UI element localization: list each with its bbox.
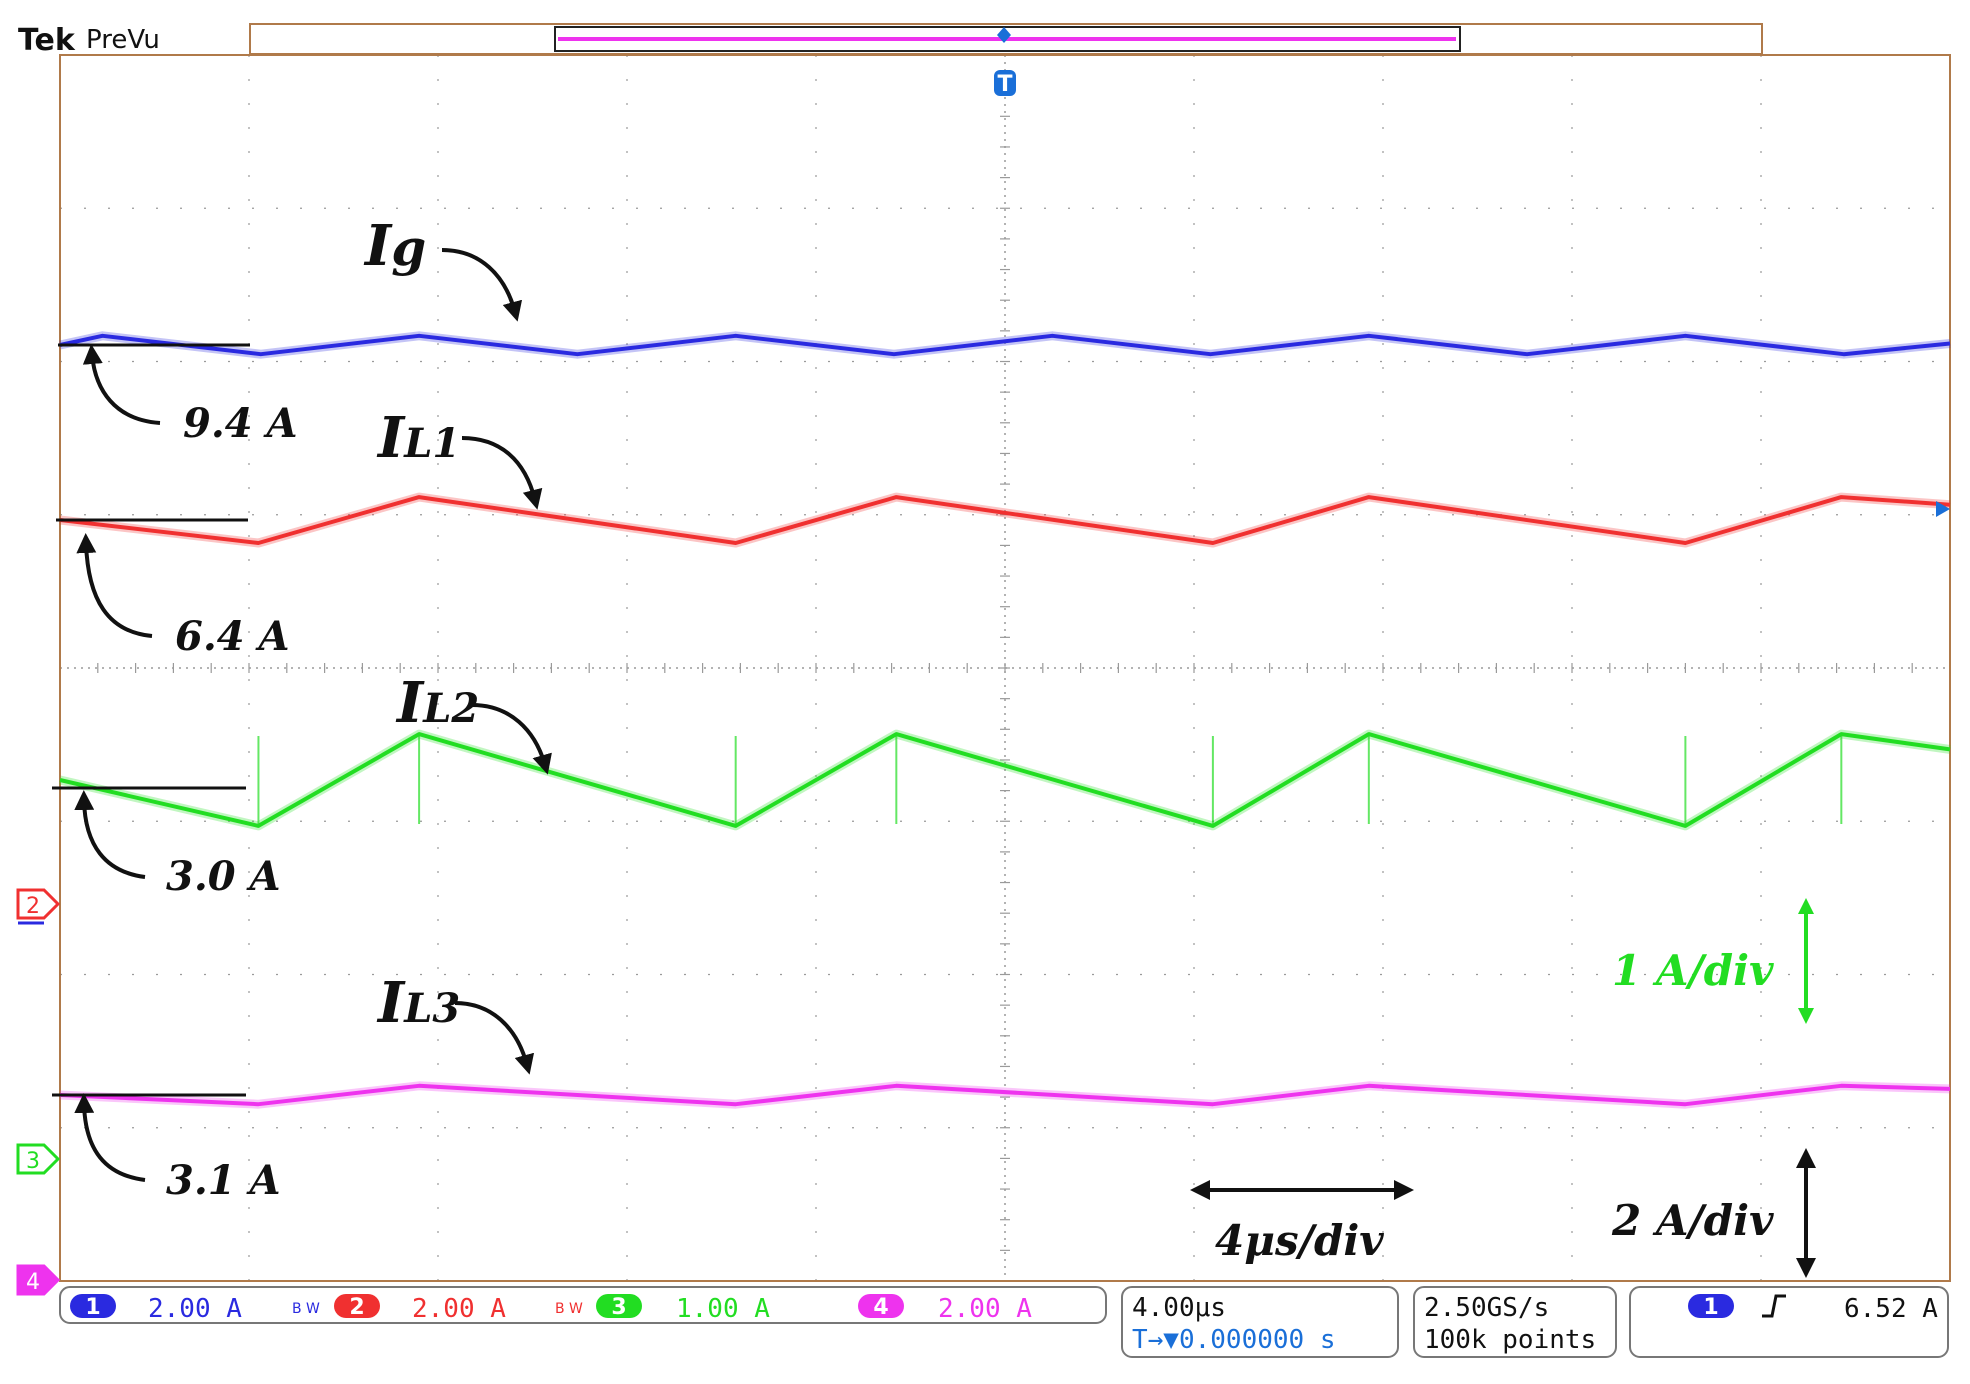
svg-text:4: 4 <box>26 1270 40 1295</box>
level-il1: 6.4 A <box>175 613 290 660</box>
channel-3-marker[interactable]: 3 <box>16 1143 61 1175</box>
level-ig: 9.4 A <box>183 400 298 447</box>
svg-text:2.00 A: 2.00 A <box>938 1294 1032 1324</box>
svg-text:T: T <box>997 72 1012 97</box>
svg-text:1.00 A: 1.00 A <box>676 1294 770 1324</box>
timebase-readout[interactable]: 4.00μs T→▼0.000000 s <box>1121 1286 1399 1358</box>
label-il3: IL3 <box>376 970 460 1036</box>
label-il2: IL2 <box>395 670 479 736</box>
svg-text:2.50GS/s: 2.50GS/s <box>1424 1293 1549 1323</box>
label-ig: Ig <box>363 213 426 279</box>
channel-2-marker[interactable]: 2 <box>16 888 61 925</box>
svg-text:100k points: 100k points <box>1424 1325 1596 1355</box>
svg-text:6.52 A: 6.52 A <box>1844 1294 1938 1324</box>
ch3-readout[interactable]: 3 1.00 A <box>596 1294 770 1324</box>
svg-text:4: 4 <box>873 1295 888 1320</box>
annotation-arrows <box>74 248 1816 1278</box>
svg-text:1: 1 <box>85 1295 100 1320</box>
svg-text:4.00μs: 4.00μs <box>1132 1293 1226 1323</box>
level-il3: 3.1 A <box>166 1157 281 1204</box>
bw-limit-icon: B W <box>555 1301 583 1317</box>
trigger-level-icon[interactable] <box>1936 501 1950 517</box>
status-bar: 1 2.00 A B W 2 2.00 A B W 3 1.00 A 4 2.0… <box>59 1286 1949 1358</box>
svg-text:2.00 A: 2.00 A <box>148 1294 242 1324</box>
ch1-readout[interactable]: 1 2.00 A B W <box>70 1294 320 1324</box>
waveforms <box>58 331 1951 1109</box>
time-scale-label: 4μs/div <box>1215 1216 1384 1265</box>
svg-text:3: 3 <box>26 1149 40 1174</box>
plot-frame <box>59 54 1951 1282</box>
svg-text:1: 1 <box>1703 1295 1718 1320</box>
mode-label: PreVu <box>86 25 160 55</box>
trigger-readout[interactable]: 1 6.52 A <box>1629 1286 1949 1358</box>
label-il1: IL1 <box>376 405 460 471</box>
waveform-ig <box>59 333 1951 357</box>
svg-text:T→▼0.000000 s: T→▼0.000000 s <box>1132 1325 1336 1355</box>
svg-text:3: 3 <box>611 1295 626 1320</box>
brand-logo: Tek <box>18 23 76 58</box>
svg-text:2: 2 <box>26 894 40 919</box>
svg-text:2.00 A: 2.00 A <box>412 1294 506 1324</box>
channel-readout-box <box>59 1286 1107 1324</box>
channel-4-marker[interactable]: 4 <box>16 1264 61 1296</box>
ch2-readout[interactable]: 2 2.00 A B W <box>334 1294 583 1324</box>
level-il2: 3.0 A <box>166 853 281 900</box>
scale-label-black: 2 A/div <box>1611 1196 1774 1245</box>
trigger-position-marker[interactable]: T <box>994 27 1016 97</box>
acquisition-readout[interactable]: 2.50GS/s 100k points <box>1413 1286 1617 1358</box>
svg-text:2: 2 <box>349 1295 364 1320</box>
waveform-il1 <box>59 495 1951 545</box>
waveform-il2 <box>59 732 1951 828</box>
waveform-il3 <box>59 1083 1951 1107</box>
rising-edge-icon <box>1762 1294 1786 1318</box>
ch4-readout[interactable]: 4 2.00 A <box>858 1294 1032 1324</box>
scale-label-green: 1 A/div <box>1612 946 1774 995</box>
level-lines <box>52 343 250 1097</box>
bw-limit-icon: B W <box>292 1301 320 1317</box>
